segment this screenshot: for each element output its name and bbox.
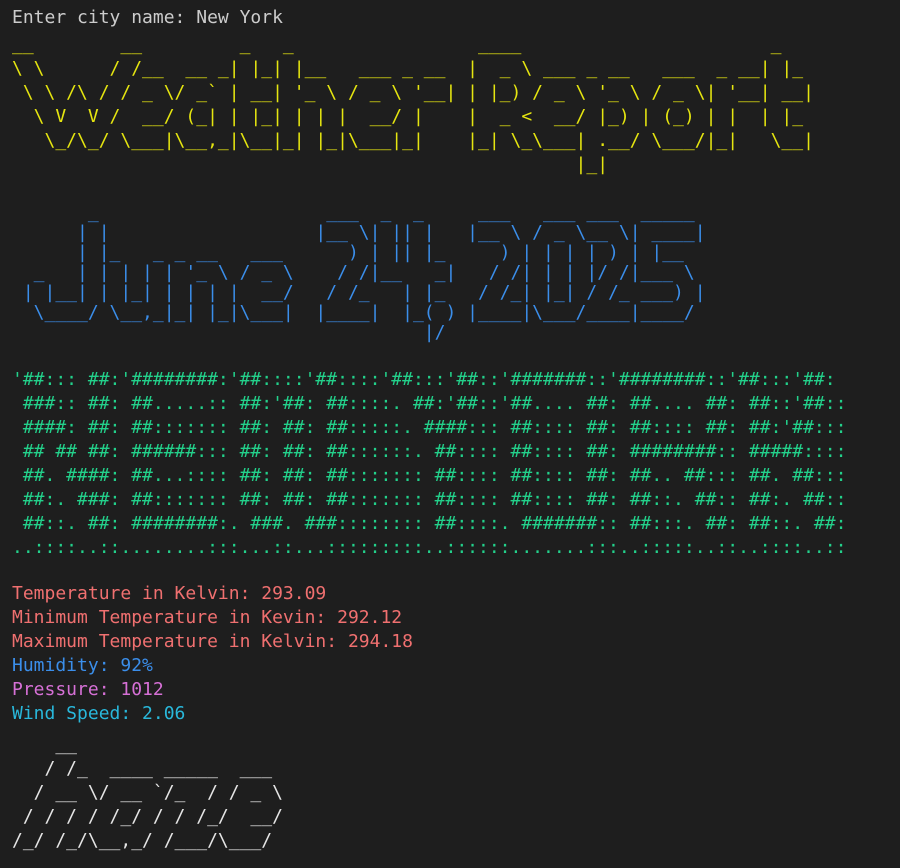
art-line: '##::: ##:'########:'##::::'##::::'##:::… bbox=[12, 369, 836, 390]
art-line: / / / / /_/ / / /_/ __/ bbox=[12, 806, 283, 827]
date-art: _ ___ _ _ ___ ___ ___ _____ | | |__ \| |… bbox=[12, 203, 706, 343]
art-line: \ V V / __/ (_| | |_| | | | __/ | | _ < … bbox=[12, 106, 814, 127]
art-line: __ bbox=[12, 734, 78, 755]
art-line: ## ## ##: ######::: ##: ##: ##::::::. ##… bbox=[12, 441, 847, 462]
reading: Humidity: 92% bbox=[12, 655, 153, 676]
reading: Temperature in Kelvin: 293.09 bbox=[12, 583, 327, 604]
art-line: _ ___ _ _ ___ ___ ___ _____ bbox=[12, 202, 706, 223]
art-line: | |_ _ _ __ ___ ) | || |_ ) | | | | ) | … bbox=[12, 242, 706, 263]
art-line: / __ \/ __ `/_ / / _ \ bbox=[12, 782, 283, 803]
art-line: ##:. ###: ##::::::: ##: ##: ##::::::: ##… bbox=[12, 489, 847, 510]
art-line: | |__| | |_| | | | | __/ / /_ | |_ / /_|… bbox=[12, 282, 706, 303]
reading: Pressure: 1012 bbox=[12, 679, 164, 700]
art-line: ####: ##: ##::::::: ##: ##: ##:::::. ###… bbox=[12, 417, 847, 438]
art-line: \ \ /\ / / _ \/ _` | __| '_ \ / _ \ '__|… bbox=[12, 82, 814, 103]
art-line: |_| bbox=[12, 154, 814, 175]
reading: Maximum Temperature in Kelvin: 294.18 bbox=[12, 631, 413, 652]
title-art: __ __ _ _ ____ _ \ \ / /__ __ _| |_| |__… bbox=[12, 33, 814, 177]
art-line: __ __ _ _ ____ _ bbox=[12, 34, 814, 55]
art-line: ##. ####: ##...:::: ##: ##: ##::::::: ##… bbox=[12, 465, 847, 486]
art-line: | | |__ \| || | |__ \ / _ \__ \| ____| bbox=[12, 222, 706, 243]
art-line: \_/\_/ \___|\__,_|\__|_| |_|\___|_| |_| … bbox=[12, 130, 814, 151]
art-line: \ \ / /__ __ _| |_| |__ ___ _ __ | _ \ _… bbox=[12, 58, 814, 79]
readings: Temperature in Kelvin: 293.09 Minimum Tem… bbox=[12, 582, 413, 726]
art-line: ###:: ##: ##.....:: ##:'##: ##::::. ##:'… bbox=[12, 393, 847, 414]
art-line: / /_ ____ _____ ___ bbox=[12, 758, 273, 779]
city-art: '##::: ##:'########:'##::::'##::::'##:::… bbox=[12, 368, 846, 560]
prompt: Enter city name: New York bbox=[12, 7, 283, 28]
art-line: _ | | | | | '_ \ / _ \ / /|__ _| / /| | … bbox=[12, 262, 706, 283]
art-line: /_/ /_/\__,_/ /___/\___/ bbox=[12, 830, 273, 851]
art-line: ##::. ##: ########:. ###. ###:::::::: ##… bbox=[12, 513, 847, 534]
art-line: |/ bbox=[12, 322, 706, 343]
reading: Wind Speed: 2.06 bbox=[12, 703, 186, 724]
reading: Minimum Temperature in Kevin: 292.12 bbox=[12, 607, 403, 628]
art-line: ..::::..::........:::...::...:::::::::..… bbox=[12, 537, 847, 558]
art-line: \____/ \__,_|_| |_|\___| |____| |_( ) |_… bbox=[12, 302, 706, 323]
condition-art: __ / /_ ____ _____ ___ / __ \/ __ `/_ / … bbox=[12, 733, 283, 853]
prompt-block: Enter city name: New York bbox=[12, 6, 283, 30]
